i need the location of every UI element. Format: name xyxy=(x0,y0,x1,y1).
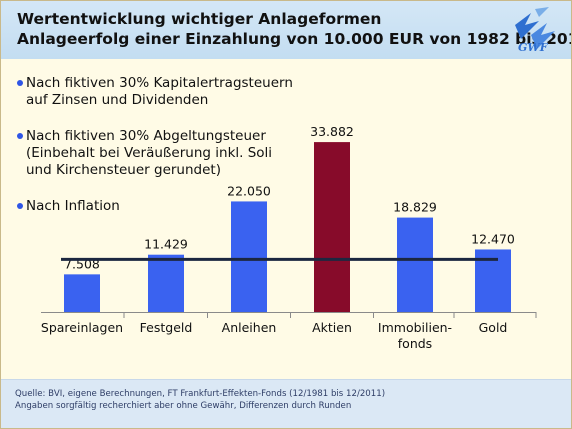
x-tick-label-immobilienfonds: Immobilien-fonds xyxy=(378,320,452,351)
legend-text: Nach fiktiven 30% Abgeltungsteuer (Einbe… xyxy=(26,128,273,178)
bullet-dot-icon xyxy=(17,203,23,209)
legend-item-inflation: Nach Inflation xyxy=(17,198,120,215)
x-tick-label-spareinlagen: Spareinlagen xyxy=(41,320,123,335)
logo-text: GWF xyxy=(518,41,548,54)
data-label-festgeld: 11.429 xyxy=(144,237,188,252)
source-note: Quelle: BVI, eigene Berechnungen, FT Fra… xyxy=(15,389,386,399)
bar-festgeld xyxy=(148,254,184,312)
bullet-dot-icon xyxy=(17,133,23,139)
bullet-dot-icon xyxy=(17,80,23,86)
bar-aktien xyxy=(314,142,350,312)
legend-item-abgeltungsteuer: Nach fiktiven 30% Abgeltungsteuer (Einbe… xyxy=(17,128,272,179)
x-tick-label-anleihen: Anleihen xyxy=(222,320,277,335)
data-label-anleihen: 22.050 xyxy=(227,183,271,198)
bar-immobilienfonds xyxy=(397,217,433,312)
bar-chart: Nach fiktiven 30% Kapitalertragsteuern a… xyxy=(1,59,571,379)
x-tick-label-aktien: Aktien xyxy=(312,320,352,335)
header-bar: Wertentwicklung wichtiger Anlageformen A… xyxy=(1,1,571,59)
data-label-immobilienfonds: 18.829 xyxy=(393,200,437,215)
legend-text: Nach Inflation xyxy=(26,198,120,214)
x-tick-label-festgeld: Festgeld xyxy=(140,320,193,335)
disclaimer-note: Angaben sorgfältig recherchiert aber ohn… xyxy=(15,401,352,411)
bar-anleihen xyxy=(231,201,267,312)
legend-text: Nach fiktiven 30% Kapitalertragsteuern a… xyxy=(26,75,293,108)
x-tick-label-gold: Gold xyxy=(479,320,508,335)
footer-bar: Quelle: BVI, eigene Berechnungen, FT Fra… xyxy=(1,379,571,428)
data-label-gold: 12.470 xyxy=(471,231,515,246)
bar-spareinlagen xyxy=(64,274,100,312)
plot-area: 7.508Spareinlagen11.429Festgeld22.050Anl… xyxy=(41,124,537,351)
chart-subtitle: Anlageerfolg einer Einzahlung von 10.000… xyxy=(17,30,572,48)
data-label-aktien: 33.882 xyxy=(310,124,354,139)
chart-title: Wertentwicklung wichtiger Anlageformen xyxy=(17,10,382,28)
gwf-logo-icon xyxy=(515,7,555,49)
legend-item-kapitalertragsteuer: Nach fiktiven 30% Kapitalertragsteuern a… xyxy=(17,75,293,109)
